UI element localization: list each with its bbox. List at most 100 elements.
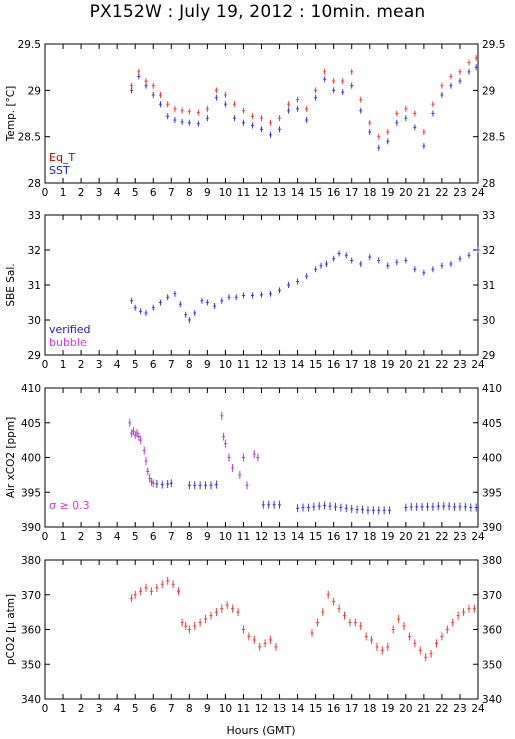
legend-entry: SST bbox=[49, 164, 70, 177]
y-tick-label: 32 bbox=[28, 245, 41, 257]
y-tick-label: 390 bbox=[21, 522, 41, 534]
x-tick-label: 13 bbox=[273, 703, 286, 715]
x-tick-label: 15 bbox=[309, 359, 322, 371]
x-tick-label: 16 bbox=[327, 703, 341, 715]
x-tick-label: 4 bbox=[114, 359, 121, 371]
y-tick-label-right: 29 bbox=[482, 350, 495, 362]
y-tick-label: 31 bbox=[28, 280, 41, 292]
y-axis-label: Air xCO2 [ppm] bbox=[5, 417, 17, 498]
plot-frame bbox=[44, 559, 479, 700]
x-tick-label: 4 bbox=[114, 531, 121, 543]
x-tick-label: 24 bbox=[471, 359, 485, 371]
x-tick-label: 14 bbox=[291, 531, 305, 543]
x-tick-label: 18 bbox=[363, 359, 376, 371]
x-tick-label: 23 bbox=[453, 703, 466, 715]
x-tick-label: 15 bbox=[309, 703, 322, 715]
x-tick-label: 5 bbox=[132, 359, 139, 371]
plot-frame bbox=[44, 214, 479, 356]
y-tick-label: 370 bbox=[21, 590, 41, 602]
y-tick-label: 28 bbox=[28, 178, 41, 190]
x-tick-label: 21 bbox=[417, 359, 430, 371]
x-tick-label: 6 bbox=[150, 359, 157, 371]
x-tick-label: 5 bbox=[132, 531, 139, 543]
x-tick-label: 8 bbox=[186, 703, 193, 715]
x-tick-label: 10 bbox=[219, 187, 232, 199]
y-tick-label-right: 31 bbox=[482, 280, 495, 292]
legend-entry: verified bbox=[49, 323, 91, 336]
x-tick-label: 0 bbox=[42, 531, 49, 543]
y-tick-label-right: 395 bbox=[482, 487, 502, 499]
x-tick-label: 1 bbox=[60, 531, 67, 543]
x-tick-label: 6 bbox=[150, 187, 157, 199]
x-tick-label: 2 bbox=[78, 359, 85, 371]
x-tick-label: 20 bbox=[399, 187, 412, 199]
x-tick-label: 19 bbox=[381, 531, 394, 543]
x-tick-label: 19 bbox=[381, 187, 394, 199]
y-tick-label: 395 bbox=[21, 487, 41, 499]
x-tick-label: 21 bbox=[417, 703, 430, 715]
x-tick-label: 3 bbox=[96, 359, 103, 371]
y-tick-label: 400 bbox=[21, 453, 41, 465]
x-tick-label: 9 bbox=[204, 531, 211, 543]
y-tick-label: 29.5 bbox=[18, 39, 41, 51]
x-tick-label: 20 bbox=[399, 703, 412, 715]
x-tick-label: 7 bbox=[168, 359, 175, 371]
legend-entry: bubble bbox=[49, 336, 87, 349]
y-tick-label: 360 bbox=[21, 625, 41, 637]
x-tick-label: 18 bbox=[363, 531, 376, 543]
x-tick-label: 10 bbox=[219, 359, 232, 371]
y-tick-label-right: 410 bbox=[482, 383, 502, 395]
x-tick-label: 9 bbox=[204, 187, 211, 199]
series-Eq_T bbox=[130, 54, 478, 140]
x-tick-label: 6 bbox=[150, 531, 157, 543]
x-tick-label: 7 bbox=[168, 187, 175, 199]
x-tick-label: 3 bbox=[96, 531, 103, 543]
x-tick-label: 16 bbox=[327, 531, 341, 543]
x-tick-label: 20 bbox=[399, 531, 412, 543]
x-tick-label: 22 bbox=[435, 531, 448, 543]
x-tick-label: 8 bbox=[186, 359, 193, 371]
x-tick-label: 22 bbox=[435, 359, 448, 371]
x-tick-label: 24 bbox=[471, 531, 485, 543]
y-tick-label-right: 33 bbox=[482, 210, 495, 222]
x-tick-label: 11 bbox=[237, 187, 250, 199]
panel-annotation: σ ≥ 0.3 bbox=[49, 499, 90, 512]
x-tick-label: 6 bbox=[150, 703, 157, 715]
y-tick-label-right: 380 bbox=[482, 555, 502, 567]
x-tick-label: 0 bbox=[42, 703, 49, 715]
x-tick-label: 20 bbox=[399, 359, 412, 371]
y-tick-label: 29 bbox=[28, 85, 41, 97]
x-tick-label: 16 bbox=[327, 187, 341, 199]
x-tick-label: 14 bbox=[291, 187, 305, 199]
y-tick-label-right: 350 bbox=[482, 659, 502, 671]
y-tick-label-right: 29 bbox=[482, 85, 495, 97]
panel-1: 0 1 2 3 4 5 6 7 8 9 10 11 12 13 14 15 16 17 18 19 20 21 22 23 24… bbox=[5, 39, 505, 199]
series-verified bbox=[130, 247, 480, 323]
x-tick-label: 22 bbox=[435, 187, 448, 199]
plot-frame bbox=[44, 43, 479, 184]
y-tick-label-right: 390 bbox=[482, 522, 502, 534]
legend-entry: Eq_T bbox=[49, 151, 75, 164]
x-tick-label: 11 bbox=[237, 531, 250, 543]
x-tick-label: 1 bbox=[60, 703, 67, 715]
x-tick-label: 17 bbox=[345, 359, 358, 371]
x-tick-label: 17 bbox=[345, 531, 358, 543]
x-tick-label: 2 bbox=[78, 703, 85, 715]
y-tick-label-right: 30 bbox=[482, 315, 495, 327]
y-tick-label: 380 bbox=[21, 555, 41, 567]
y-tick-label: 410 bbox=[21, 383, 41, 395]
x-tick-label: 14 bbox=[291, 703, 305, 715]
x-tick-label: 11 bbox=[237, 359, 250, 371]
x-tick-label: 23 bbox=[453, 359, 466, 371]
x-tick-label: 3 bbox=[96, 703, 103, 715]
x-tick-label: 8 bbox=[186, 531, 193, 543]
x-tick-label: 11 bbox=[237, 703, 250, 715]
panels-group: 0 1 2 3 4 5 6 7 8 9 10 11 12 13 14 15 16 17 18 19 20 21 22 23 24… bbox=[5, 39, 505, 715]
x-tick-label: 3 bbox=[96, 187, 103, 199]
x-tick-label: 15 bbox=[309, 531, 322, 543]
x-tick-label: 2 bbox=[78, 187, 85, 199]
plot-frame bbox=[44, 387, 479, 528]
x-tick-label: 12 bbox=[255, 359, 268, 371]
x-axis-label: Hours (GMT) bbox=[226, 724, 295, 737]
